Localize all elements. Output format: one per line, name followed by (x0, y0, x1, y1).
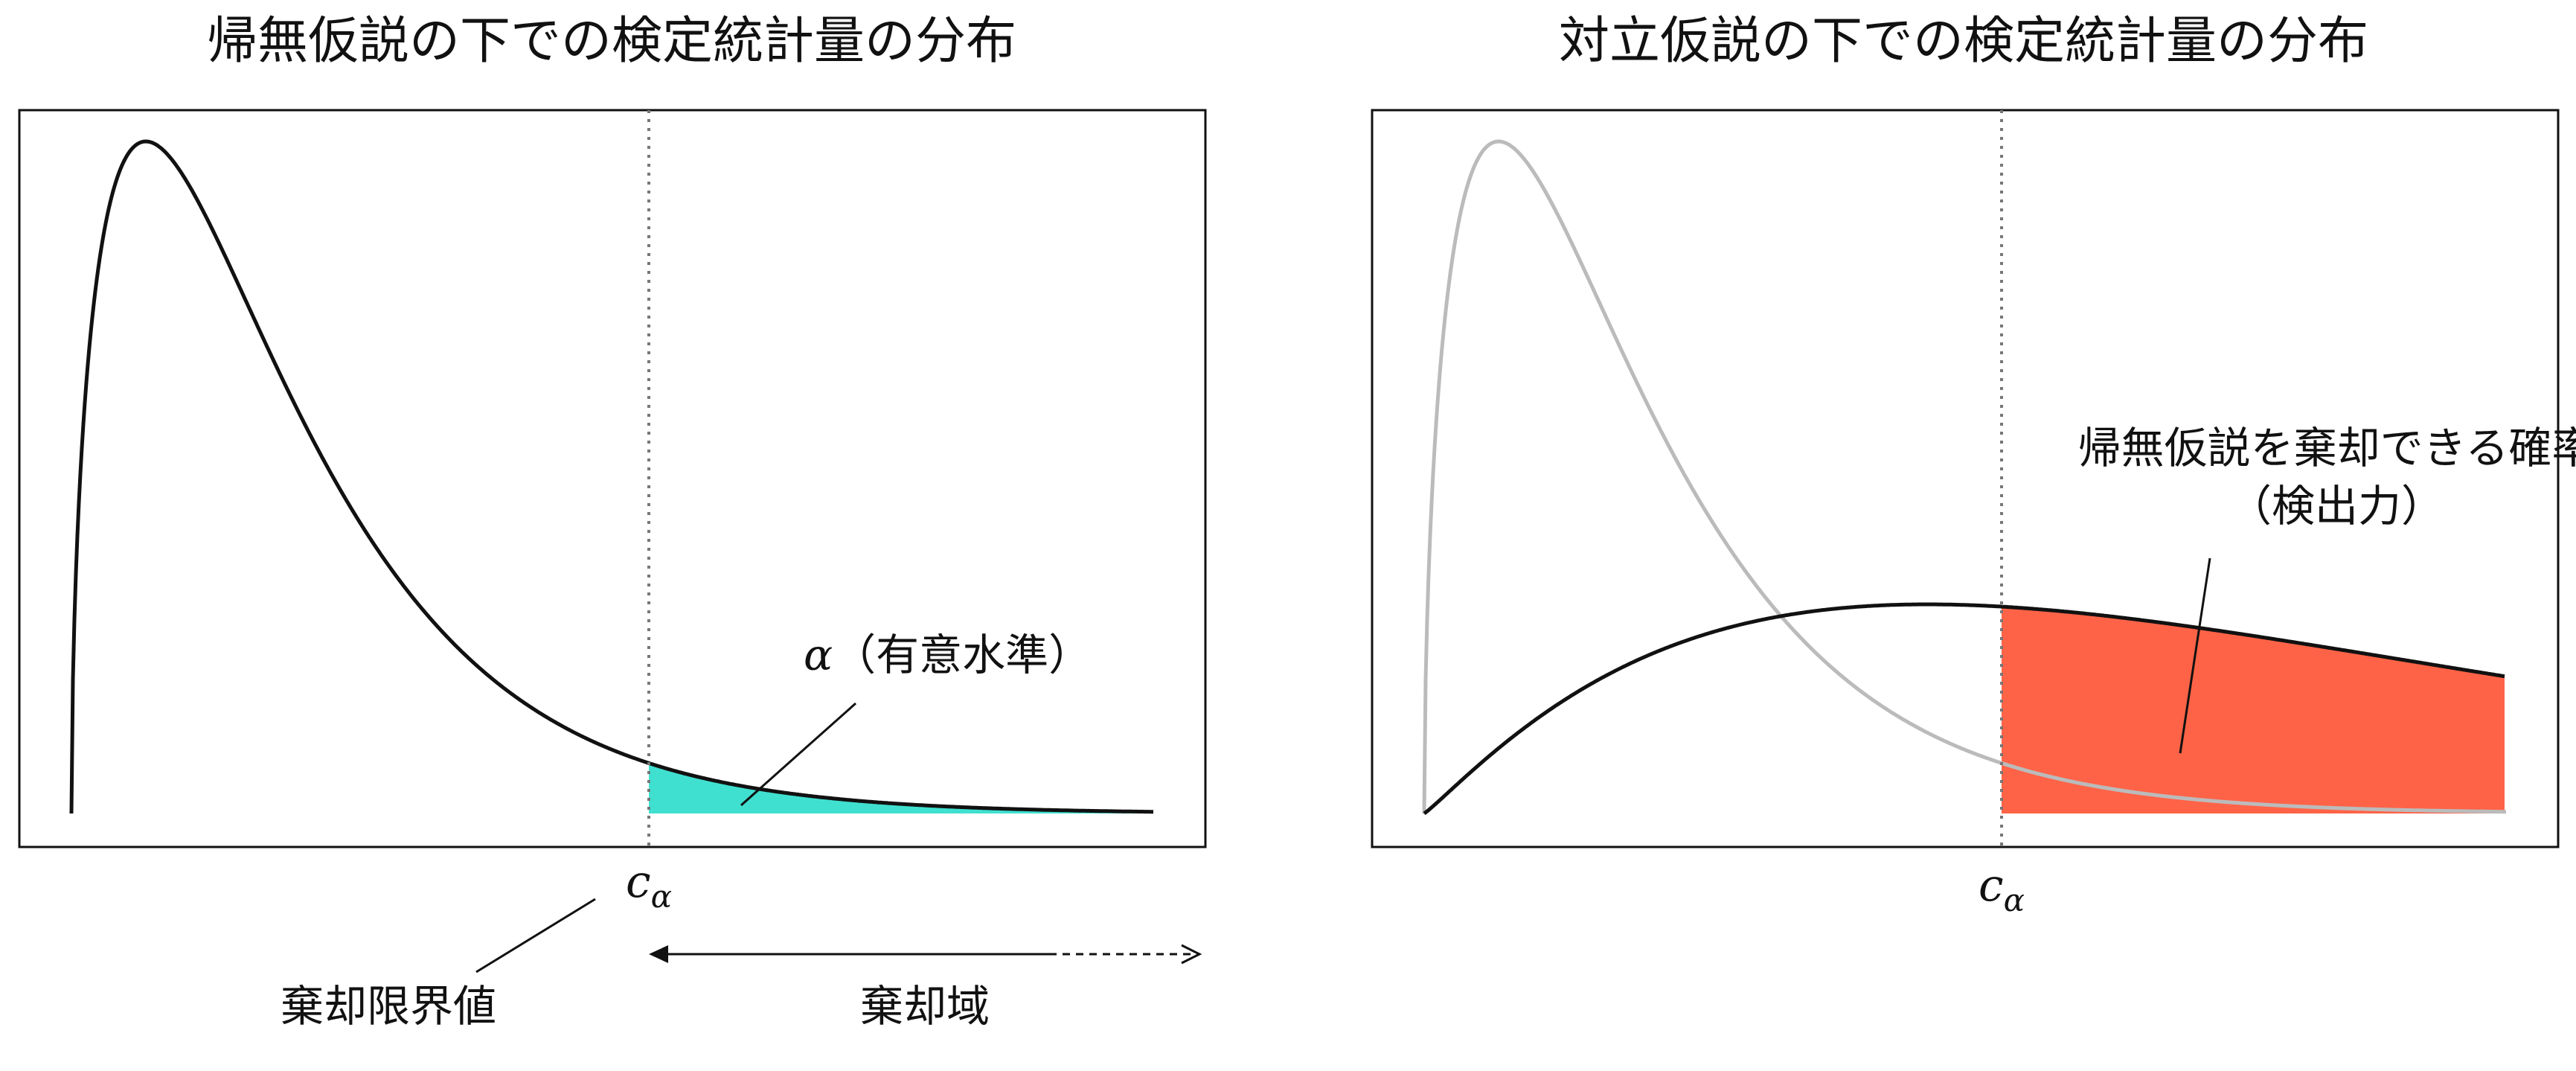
power-label-line1: 帰無仮説を棄却できる確率 (2078, 423, 2576, 473)
null-distribution-curve (69, 139, 1154, 814)
power-pointer-line (2179, 557, 2211, 754)
power-shaded-area (2002, 607, 2505, 813)
right-panel: 対立仮説の下での検定統計量の分布 cα 帰無仮説を棄却できる確率 （検出力） (1371, 12, 2576, 918)
null-distribution-curve-faded (1422, 139, 2507, 814)
critical-value-pointer-line (475, 898, 596, 974)
alternative-distribution-curve (1423, 602, 2505, 816)
critical-value-symbol-right: cα (1979, 860, 2025, 918)
alpha-shaded-area (649, 763, 1153, 813)
rejection-region-arrowhead-right (1181, 944, 1202, 965)
critical-value-label: 棄却限界値 (281, 981, 496, 1032)
left-panel-title: 帰無仮説の下での検定統計量の分布 (207, 12, 1016, 71)
left-plot-frame (18, 109, 1207, 848)
right-plot-frame (1371, 109, 2560, 848)
critical-value-symbol: cα (626, 856, 672, 915)
alpha-annotation: α（有意水準） (804, 630, 1092, 680)
rejection-region-arrowhead-left (649, 945, 668, 963)
alpha-pointer-line (740, 702, 856, 807)
power-label-line2: （検出力） (2229, 481, 2444, 531)
left-panel: 帰無仮説の下での検定統計量の分布 cα α（有意水準） 棄却限界値 棄却域 (18, 12, 1207, 1032)
right-panel-title: 対立仮説の下での検定統計量の分布 (1559, 12, 2368, 71)
rejection-region-label: 棄却域 (860, 981, 990, 1032)
